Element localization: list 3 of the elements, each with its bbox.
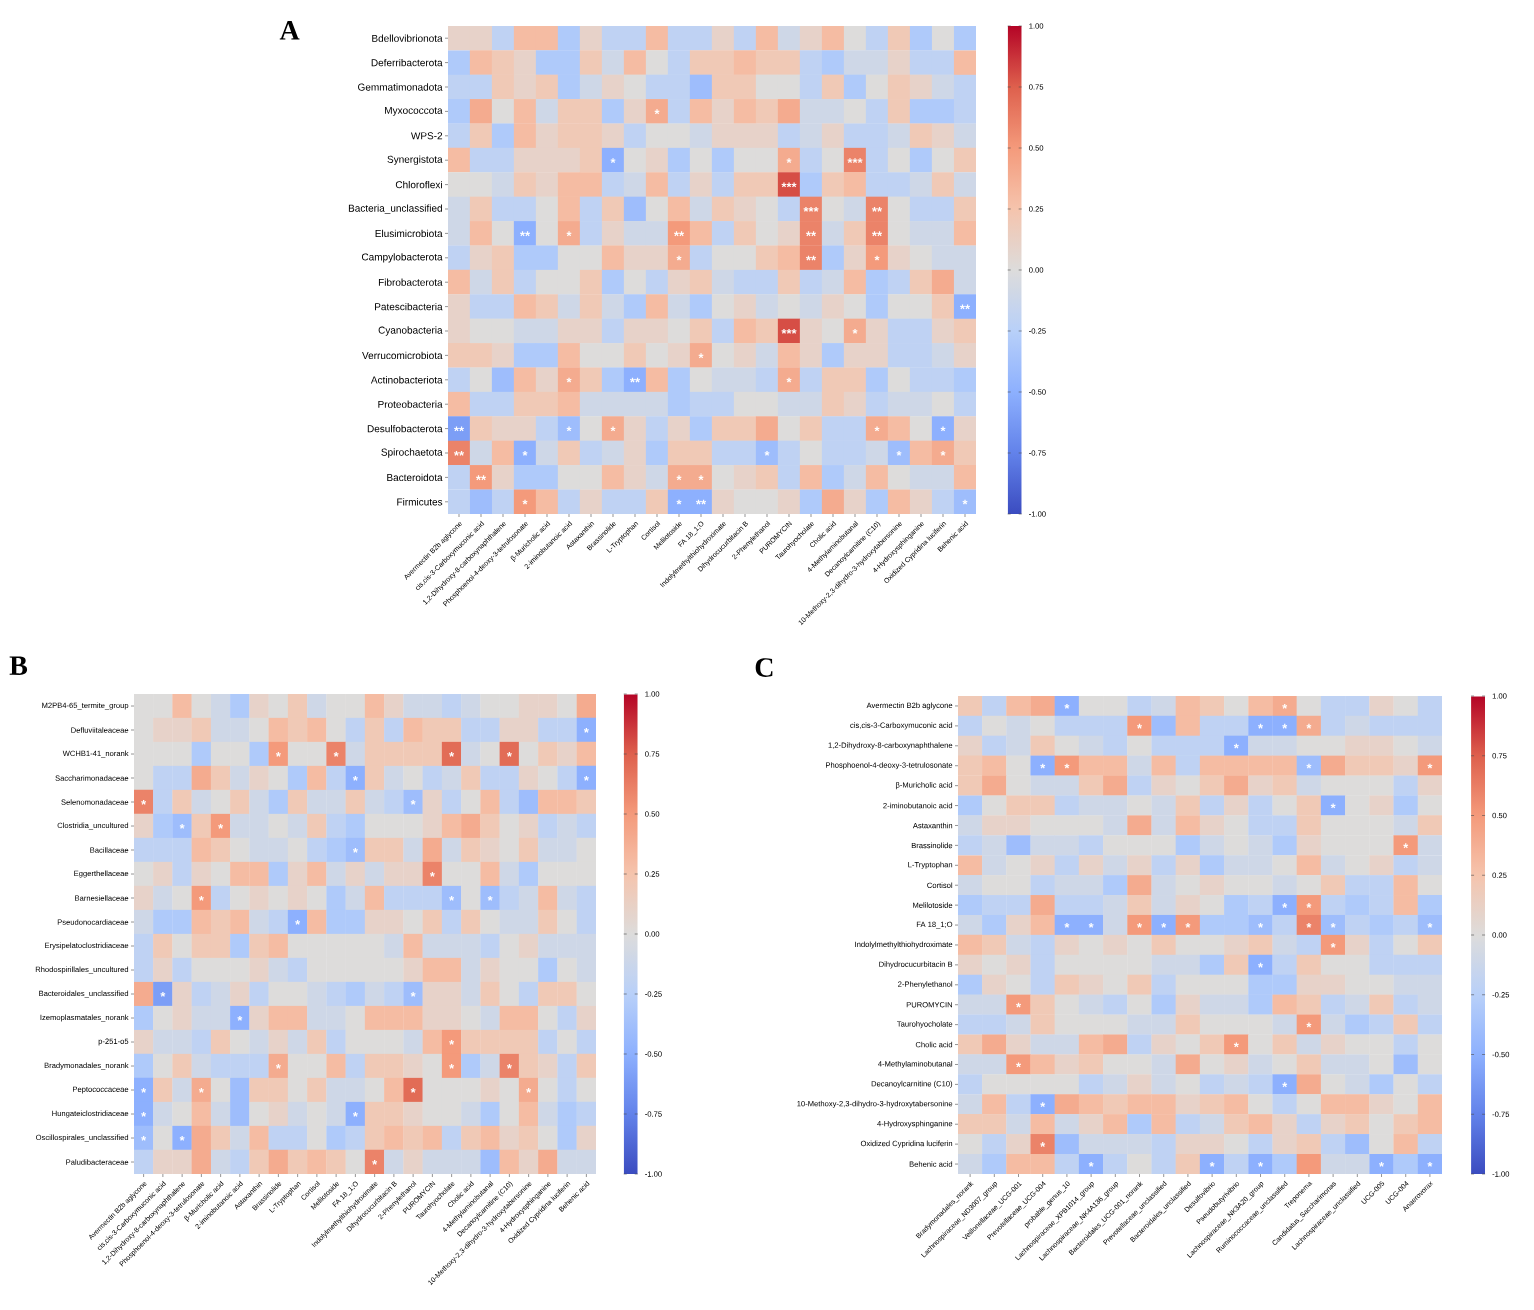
chart-title: A bbox=[279, 21, 300, 40]
chart-title: B bbox=[9, 656, 28, 675]
chart-title: C bbox=[755, 658, 773, 677]
